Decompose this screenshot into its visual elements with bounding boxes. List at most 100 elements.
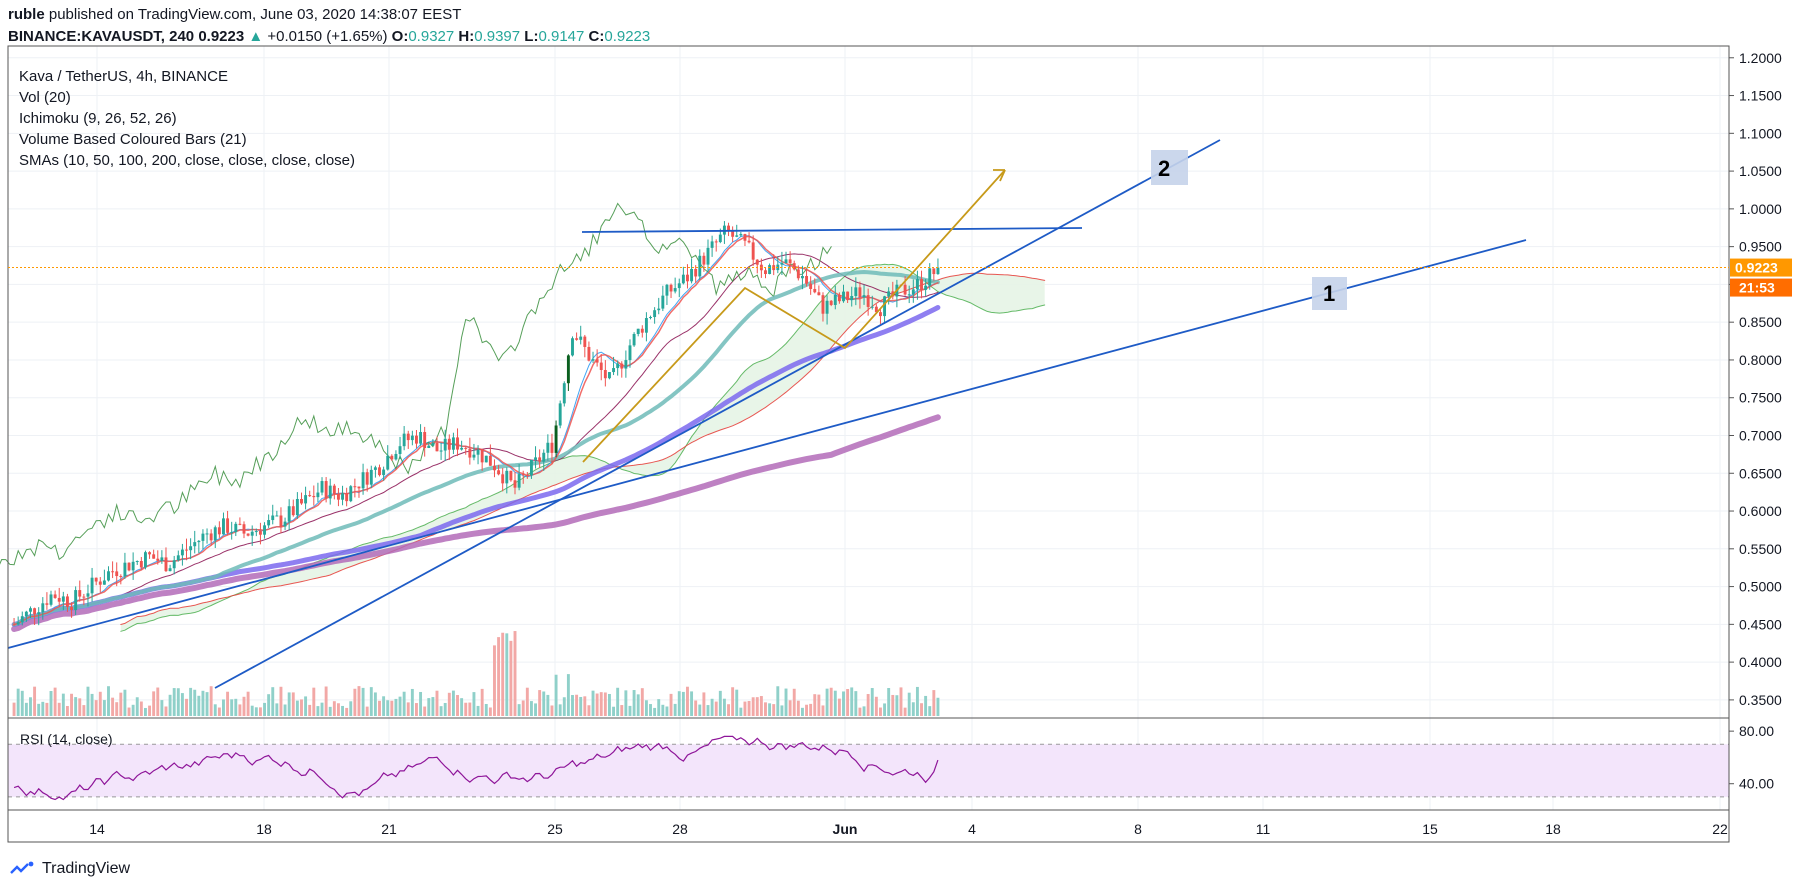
time-tick-label: 15 [1422,821,1438,837]
publish-header: ruble published on TradingView.com, June… [8,6,461,23]
candle-body [234,523,238,533]
volume-bar [119,692,123,716]
volume-bar [505,633,509,716]
candle-body [222,518,225,535]
candle-body [451,437,455,450]
volume-bar [821,705,825,716]
volume-bar [813,694,817,716]
volume-bar [361,687,365,716]
legend-vbcb[interactable]: Volume Based Coloured Bars (21) [19,131,247,148]
candle-body [164,557,168,572]
volume-bar [669,693,673,716]
volume-bar [443,702,447,716]
volume-bar [197,695,201,716]
volume-bar [37,703,41,716]
volume-bar [702,692,706,716]
volume-bar [242,696,246,716]
volume-bar [209,686,213,716]
volume-bar [304,696,308,716]
author-name: ruble [8,6,45,23]
volume-bar [911,702,915,716]
volume-bar [607,693,611,716]
legend-ichimoku[interactable]: Ichimoku (9, 26, 52, 26) [19,110,177,127]
volume-bar [33,686,37,716]
volume-bar [172,688,176,716]
volume-bar [509,640,513,716]
candle-body [579,336,583,340]
volume-bar [710,698,714,716]
price-tick-label: 0.7000 [1739,427,1782,443]
legend-smas[interactable]: SMAs (10, 50, 100, 200, close, close, cl… [19,152,355,169]
volume-bar [538,690,542,716]
candle-body [275,515,279,517]
time-tick-label: 21 [381,821,397,837]
candle-body [747,240,751,243]
legend-vol[interactable]: Vol (20) [19,89,71,106]
candle-body [300,498,303,504]
volume-bar [866,694,870,716]
candle-body [378,467,381,476]
volume-bar [870,688,874,716]
open-label: O: [391,28,409,45]
volume-bar [308,704,312,716]
volume-bar [57,702,61,716]
volume-bar [903,707,907,716]
volume-bar [300,699,303,716]
price-tick-label: 0.7500 [1739,390,1782,406]
volume-bar [24,702,28,716]
volume-bar [263,702,266,716]
candle-body [185,549,188,551]
candle-body [616,363,620,369]
candle-body [394,453,398,460]
candle-body [373,467,377,470]
volume-bar [349,701,353,716]
volume-bar [780,705,784,716]
trendline-2 [214,139,1221,689]
volume-bar [65,706,69,716]
volume-bar [78,698,82,716]
volume-bar [369,687,373,716]
volume-bar [164,706,168,716]
candle-body [271,515,275,521]
candle-body [20,616,24,623]
close-label: C: [588,28,605,45]
volume-bar [661,704,665,716]
candle-body [382,469,386,476]
candle-body [727,225,730,232]
candle-body [780,262,784,265]
volume-bar [694,700,698,716]
volume-bar [739,707,743,716]
volume-bar [755,697,759,716]
volume-bar [616,687,620,716]
candle-body [542,452,546,462]
volume-bar [456,695,459,716]
candle-body [488,455,492,466]
volume-bar [583,696,587,716]
candle-body [464,447,468,449]
volume-bar [874,696,878,716]
volume-bar [402,691,406,716]
legend-title[interactable]: Kava / TetherUS, 4h, BINANCE [19,68,228,85]
candle-body [607,372,611,379]
candle-body [739,234,743,236]
volume-bar [451,690,455,716]
volume-bar [394,698,398,716]
candle-body [846,291,850,301]
volume-bar [86,686,90,716]
volume-bar [279,686,283,716]
volume-bar [542,691,546,716]
candle-body [686,274,689,282]
candle-body [936,267,940,275]
price-tick-label: 1.1500 [1739,88,1782,104]
tradingview-brand: TradingView [42,860,131,877]
candle-body [505,470,509,484]
label-2-box [1151,150,1188,185]
candle-body [484,455,488,463]
candle-body [911,289,915,295]
candle-body [657,308,661,311]
candle-body [365,472,369,485]
candle-body [308,495,312,497]
volume-bar [373,692,377,716]
footer[interactable]: TradingView [10,860,130,878]
